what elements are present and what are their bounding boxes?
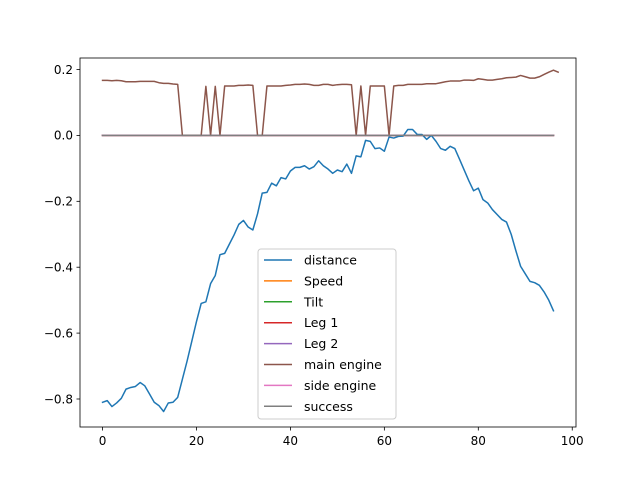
y-tick-label: 0.2 xyxy=(54,63,73,77)
y-tick-label: −0.4 xyxy=(44,261,73,275)
series-line-distance xyxy=(101,128,555,413)
legend-label: Leg 1 xyxy=(304,315,338,330)
y-tick-label: 0.0 xyxy=(54,129,73,143)
axes-layer: 0 20 40 60 80 100 −0.8 −0.6 −0.4 −0.2 0.0 0.2 xyxy=(44,57,584,448)
legend-label: main engine xyxy=(304,357,382,372)
axes-frame xyxy=(79,57,577,428)
x-tick-label: 40 xyxy=(283,434,298,448)
x-tick-label: 80 xyxy=(471,434,486,448)
legend-label: Speed xyxy=(304,273,343,288)
x-tick-label: 60 xyxy=(377,434,392,448)
series-layer xyxy=(101,69,560,413)
series-line-main-engine xyxy=(101,69,560,137)
legend-box xyxy=(257,248,397,420)
legend-label: distance xyxy=(304,253,357,268)
legend-label: success xyxy=(304,399,353,414)
legend-label: side engine xyxy=(304,378,377,393)
legend: distance Speed Tilt Leg 1 Leg 2 main engine si… xyxy=(257,248,397,420)
x-tick-label: 0 xyxy=(99,434,107,448)
x-tick-label: 20 xyxy=(189,434,204,448)
y-tick-label: −0.8 xyxy=(44,392,73,406)
x-tick-label: 100 xyxy=(561,434,584,448)
legend-label: Leg 2 xyxy=(304,336,338,351)
legend-label: Tilt xyxy=(303,294,323,309)
y-tick-label: −0.6 xyxy=(44,326,73,340)
y-tick-label: −0.2 xyxy=(44,195,73,209)
